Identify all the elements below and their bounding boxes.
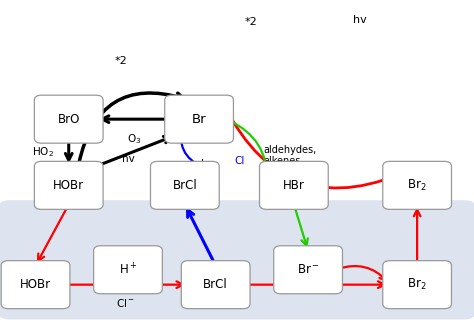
- FancyBboxPatch shape: [151, 162, 219, 210]
- Text: BrO: BrO: [57, 113, 80, 126]
- Text: Br$_2$: Br$_2$: [407, 277, 427, 292]
- Text: *2: *2: [115, 56, 127, 66]
- Text: Cl$^-$: Cl$^-$: [116, 297, 135, 309]
- Text: HOBr: HOBr: [53, 179, 84, 192]
- FancyBboxPatch shape: [34, 95, 103, 143]
- FancyBboxPatch shape: [164, 95, 233, 143]
- Text: Br$_2$: Br$_2$: [407, 178, 427, 193]
- Text: H$^+$: H$^+$: [118, 262, 137, 277]
- Text: HO$_2$: HO$_2$: [32, 145, 54, 159]
- Text: HBr: HBr: [283, 179, 305, 192]
- FancyBboxPatch shape: [259, 162, 328, 210]
- Text: HOBr: HOBr: [20, 278, 51, 291]
- Text: Br$^-$: Br$^-$: [297, 263, 319, 276]
- FancyBboxPatch shape: [274, 246, 342, 294]
- Text: *2: *2: [245, 17, 257, 26]
- FancyBboxPatch shape: [34, 162, 103, 210]
- Text: O$_3$: O$_3$: [127, 132, 141, 146]
- Text: Br: Br: [192, 113, 206, 126]
- FancyBboxPatch shape: [383, 162, 451, 210]
- Text: Cl: Cl: [235, 156, 245, 166]
- FancyBboxPatch shape: [1, 261, 70, 308]
- Text: hv: hv: [353, 15, 367, 25]
- FancyBboxPatch shape: [383, 261, 451, 308]
- Text: BrCl: BrCl: [173, 179, 197, 192]
- FancyBboxPatch shape: [181, 261, 250, 308]
- Text: aldehydes,
alkenes: aldehydes, alkenes: [263, 145, 316, 166]
- Text: BrCl: BrCl: [203, 278, 228, 291]
- FancyBboxPatch shape: [94, 246, 162, 294]
- Text: hv: hv: [122, 154, 134, 164]
- FancyBboxPatch shape: [0, 200, 474, 319]
- Text: hv: hv: [201, 159, 214, 169]
